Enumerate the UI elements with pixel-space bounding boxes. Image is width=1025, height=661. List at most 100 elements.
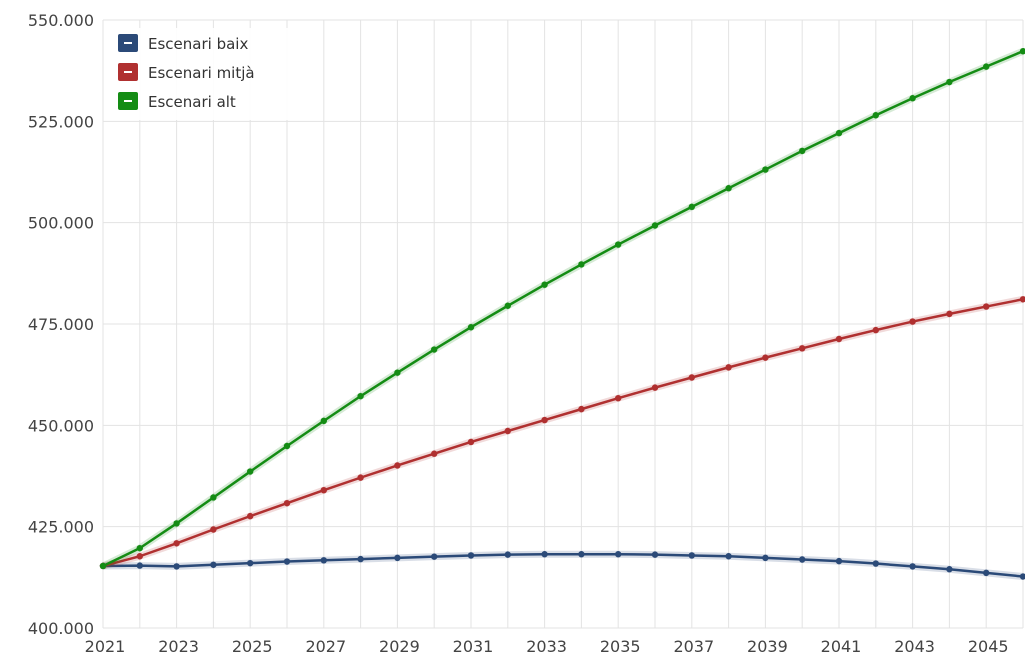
data-point[interactable] bbox=[946, 78, 953, 86]
data-point[interactable] bbox=[173, 540, 180, 547]
data-point[interactable] bbox=[578, 405, 585, 413]
data-point[interactable] bbox=[688, 203, 695, 211]
data-point[interactable] bbox=[578, 261, 585, 268]
data-point[interactable] bbox=[357, 474, 364, 481]
legend-background bbox=[112, 28, 292, 120]
data-point[interactable] bbox=[872, 112, 879, 119]
data-point[interactable] bbox=[946, 566, 953, 573]
x-tick-label: 2031 bbox=[453, 637, 494, 656]
x-tick-label: 2045 bbox=[968, 637, 1009, 656]
data-point[interactable] bbox=[247, 468, 254, 475]
data-point[interactable] bbox=[467, 438, 475, 446]
data-point[interactable] bbox=[1019, 573, 1025, 580]
x-tick-label: 2035 bbox=[600, 637, 641, 656]
legend-dash-icon bbox=[124, 42, 132, 44]
data-point[interactable] bbox=[615, 241, 622, 248]
data-point[interactable] bbox=[983, 569, 990, 577]
data-point[interactable] bbox=[504, 302, 511, 309]
series-2 bbox=[99, 295, 1025, 570]
data-point[interactable] bbox=[394, 462, 401, 469]
x-tick-label: 2023 bbox=[158, 637, 199, 656]
data-point[interactable] bbox=[615, 551, 622, 558]
data-point[interactable] bbox=[909, 563, 916, 570]
data-point[interactable] bbox=[431, 346, 438, 353]
data-point[interactable] bbox=[983, 303, 990, 310]
data-point[interactable] bbox=[320, 417, 327, 425]
data-point[interactable] bbox=[136, 553, 143, 560]
data-point[interactable] bbox=[1019, 48, 1025, 55]
data-point[interactable] bbox=[541, 551, 548, 558]
series-band bbox=[102, 295, 1024, 570]
data-point[interactable] bbox=[909, 95, 916, 102]
legend-item[interactable]: Escenari baix bbox=[118, 34, 248, 53]
legend-item[interactable]: Escenari alt bbox=[118, 92, 236, 111]
data-point[interactable] bbox=[651, 222, 659, 229]
data-point[interactable] bbox=[799, 345, 806, 352]
data-point[interactable] bbox=[247, 559, 254, 567]
data-point[interactable] bbox=[725, 553, 732, 560]
data-point[interactable] bbox=[173, 520, 180, 527]
data-point[interactable] bbox=[762, 554, 769, 562]
data-point[interactable] bbox=[136, 562, 143, 569]
data-point[interactable] bbox=[357, 555, 364, 563]
data-point[interactable] bbox=[394, 369, 401, 376]
data-point[interactable] bbox=[615, 394, 622, 402]
x-tick-label: 2021 bbox=[85, 637, 126, 656]
y-tick-label: 525.000 bbox=[28, 112, 94, 131]
data-point[interactable] bbox=[541, 281, 548, 288]
data-point[interactable] bbox=[136, 544, 143, 552]
data-point[interactable] bbox=[320, 557, 327, 564]
data-point[interactable] bbox=[357, 392, 364, 400]
data-point[interactable] bbox=[835, 557, 843, 565]
legend-label: Escenari baix bbox=[148, 35, 248, 53]
data-point[interactable] bbox=[909, 318, 916, 325]
legend-item[interactable]: Escenari mitjà bbox=[118, 63, 255, 82]
data-point[interactable] bbox=[210, 561, 217, 568]
y-tick-label: 475.000 bbox=[28, 315, 94, 334]
data-point[interactable] bbox=[946, 310, 953, 318]
data-point[interactable] bbox=[467, 552, 475, 559]
legend-dash-icon bbox=[124, 100, 132, 102]
data-point[interactable] bbox=[688, 552, 695, 559]
data-point[interactable] bbox=[467, 324, 475, 331]
data-point[interactable] bbox=[578, 551, 585, 558]
data-point[interactable] bbox=[725, 185, 732, 192]
data-point[interactable] bbox=[799, 147, 806, 155]
data-point[interactable] bbox=[431, 553, 438, 560]
data-point[interactable] bbox=[320, 486, 327, 494]
x-tick-label: 2033 bbox=[526, 637, 567, 656]
data-point[interactable] bbox=[799, 556, 806, 563]
data-point[interactable] bbox=[283, 442, 291, 450]
data-point[interactable] bbox=[762, 354, 769, 361]
data-point[interactable] bbox=[835, 129, 843, 137]
data-point[interactable] bbox=[651, 551, 659, 558]
data-point[interactable] bbox=[541, 416, 548, 424]
data-point[interactable] bbox=[872, 560, 879, 567]
data-point[interactable] bbox=[725, 364, 732, 371]
data-point[interactable] bbox=[1019, 296, 1025, 303]
data-point[interactable] bbox=[247, 512, 254, 520]
data-point[interactable] bbox=[99, 562, 107, 570]
data-point[interactable] bbox=[431, 450, 438, 457]
data-point[interactable] bbox=[835, 335, 843, 343]
data-point[interactable] bbox=[983, 63, 990, 70]
data-point[interactable] bbox=[651, 384, 659, 391]
data-point[interactable] bbox=[872, 326, 879, 334]
data-point[interactable] bbox=[210, 494, 217, 501]
data-point[interactable] bbox=[762, 166, 769, 173]
legend: Escenari baix Escenari mitjà Escenari alt bbox=[112, 28, 292, 120]
x-tick-label: 2041 bbox=[821, 637, 862, 656]
x-tick-label: 2027 bbox=[305, 637, 346, 656]
data-point[interactable] bbox=[210, 526, 217, 533]
series-line bbox=[102, 50, 1024, 568]
data-point[interactable] bbox=[283, 558, 291, 565]
data-point[interactable] bbox=[394, 554, 401, 562]
data-point[interactable] bbox=[504, 551, 511, 558]
data-point[interactable] bbox=[688, 374, 695, 381]
grid bbox=[102, 19, 1024, 629]
data-point[interactable] bbox=[173, 563, 180, 570]
data-point[interactable] bbox=[283, 499, 291, 507]
data-point[interactable] bbox=[504, 427, 511, 435]
